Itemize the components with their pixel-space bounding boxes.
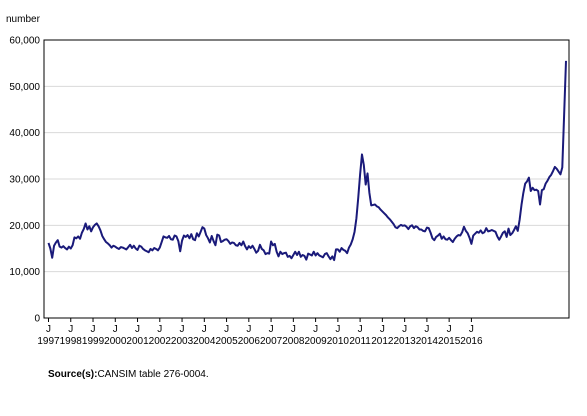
x-year-label: 2015 — [438, 336, 461, 347]
x-year-label: 2012 — [371, 336, 394, 347]
x-year-label: 2006 — [238, 336, 261, 347]
x-month-label: J — [113, 324, 118, 335]
y-axis-unit-label: number — [6, 14, 41, 25]
x-year-label: 2007 — [260, 336, 283, 347]
x-year-label: 1999 — [82, 336, 105, 347]
x-month-label: J — [202, 324, 207, 335]
source-text: CANSIM table 276-0004. — [97, 369, 209, 380]
y-tick-label: 20,000 — [9, 221, 40, 232]
x-year-label: 1997 — [37, 336, 60, 347]
x-month-label: J — [91, 324, 96, 335]
x-year-label: 2000 — [104, 336, 127, 347]
x-year-label: 2003 — [171, 336, 194, 347]
x-month-label: J — [135, 324, 140, 335]
plot-frame — [43, 39, 570, 319]
x-axis-ticks: J1997J1998J1999J2000J2001J2002J2003J2004… — [37, 318, 483, 347]
x-month-label: J — [335, 324, 340, 335]
gridlines — [44, 85, 569, 273]
x-month-label: J — [224, 324, 229, 335]
x-month-label: J — [269, 324, 274, 335]
x-month-label: J — [469, 324, 474, 335]
y-tick-label: 0 — [34, 314, 40, 325]
y-tick-label: 60,000 — [9, 36, 40, 47]
x-year-label: 2009 — [304, 336, 327, 347]
x-month-label: J — [291, 324, 296, 335]
x-month-label: J — [68, 324, 73, 335]
x-month-label: J — [380, 324, 385, 335]
source-label: Source(s): — [48, 369, 98, 380]
x-month-label: J — [424, 324, 429, 335]
y-tick-label: 10,000 — [9, 267, 40, 278]
x-month-label: J — [46, 324, 51, 335]
x-year-label: 2011 — [349, 336, 371, 347]
x-month-label: J — [180, 324, 185, 335]
y-tick-label: 50,000 — [9, 82, 40, 93]
x-year-label: 2014 — [416, 336, 439, 347]
source-note: Source(s):CANSIM table 276-0004. — [48, 369, 209, 380]
y-axis-ticks: 0 10,000 20,000 30,000 40,000 50,000 60,000 — [9, 36, 40, 325]
y-tick-label: 30,000 — [9, 175, 40, 186]
x-month-label: J — [157, 324, 162, 335]
x-month-label: J — [246, 324, 251, 335]
x-year-label: 1998 — [60, 336, 83, 347]
x-year-label: 2002 — [149, 336, 172, 347]
x-year-label: 2013 — [394, 336, 417, 347]
x-year-label: 2004 — [193, 336, 216, 347]
x-year-label: 2001 — [126, 336, 149, 347]
x-year-label: 2005 — [215, 336, 238, 347]
x-month-label: J — [358, 324, 363, 335]
x-month-label: J — [313, 324, 318, 335]
y-tick-label: 40,000 — [9, 128, 40, 139]
x-month-label: J — [447, 324, 452, 335]
x-month-label: J — [402, 324, 407, 335]
x-year-label: 2016 — [460, 336, 483, 347]
series-line — [47, 60, 567, 262]
x-year-label: 2010 — [327, 336, 350, 347]
x-year-label: 2008 — [282, 336, 305, 347]
